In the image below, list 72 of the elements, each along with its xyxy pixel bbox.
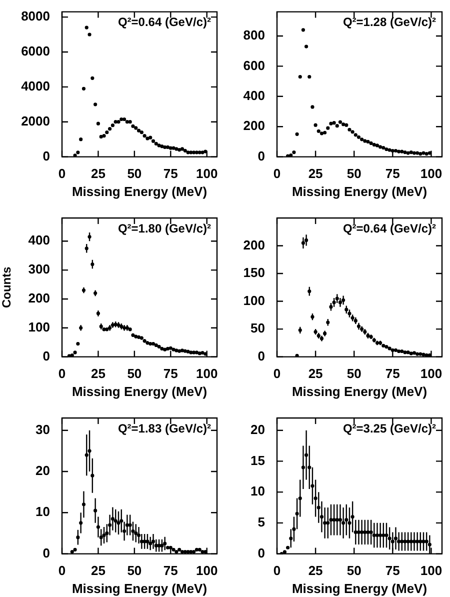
x-axis-title: Missing Energy (MeV) (72, 184, 208, 199)
x-tick-label: 75 (163, 563, 178, 578)
x-tick-label: 25 (90, 563, 106, 578)
x-tick-label: 100 (420, 366, 442, 382)
x-tick-label: 75 (385, 166, 400, 182)
y-tick-label: 20 (250, 422, 265, 437)
y-tick-label: 600 (243, 58, 265, 73)
x-tick-label: 0 (273, 366, 281, 382)
y-tick-label: 0 (42, 148, 50, 164)
x-tick-label: 75 (385, 366, 400, 382)
x-axis-title: Missing Energy (MeV) (72, 580, 208, 596)
y-axis-title: Counts (0, 266, 14, 308)
y-tick-label: 0 (42, 348, 50, 364)
x-tick-label: 100 (420, 166, 442, 182)
y-tick-label: 150 (243, 265, 265, 280)
x-tick-label: 25 (90, 166, 106, 182)
y-tick-label: 10 (250, 484, 265, 499)
y-tick-label: 0 (258, 348, 265, 364)
y-tick-label: 0 (258, 545, 265, 560)
y-tick-label: 8000 (21, 8, 50, 24)
y-tick-label: 0 (258, 148, 265, 164)
annotation: Q²=3.25 (GeV/c)² (342, 421, 436, 436)
x-tick-label: 0 (273, 166, 281, 182)
x-tick-label: 50 (127, 366, 142, 382)
y-tick-label: 200 (28, 290, 50, 306)
y-tick-label: 100 (243, 292, 265, 308)
x-tick-label: 50 (346, 166, 362, 182)
x-axis-title: Missing Energy (MeV) (72, 384, 208, 399)
x-tick-label: 75 (163, 166, 178, 182)
x-tick-label: 25 (90, 366, 106, 382)
x-tick-label: 100 (420, 563, 442, 578)
x-tick-label: 100 (196, 366, 218, 382)
x-tick-label: 75 (163, 366, 178, 382)
y-tick-label: 300 (28, 262, 50, 277)
y-tick-label: 6000 (21, 44, 50, 59)
annotation: Q²=1.83 (GeV/c)² (118, 421, 211, 436)
x-tick-label: 50 (346, 563, 362, 578)
annotation: Q²=0.64 (GeV/c)² (342, 221, 436, 236)
y-tick-label: 4000 (21, 78, 50, 94)
y-tick-label: 100 (28, 319, 50, 334)
x-tick-label: 0 (58, 366, 66, 382)
x-axis-title: Missing Energy (MeV) (292, 384, 428, 399)
y-tick-label: 20 (36, 463, 50, 478)
y-tick-label: 200 (243, 237, 265, 252)
annotation: Q²=1.28 (GeV/c)² (342, 15, 436, 30)
x-tick-label: 25 (308, 166, 323, 182)
x-axis-title: Missing Energy (MeV) (292, 580, 428, 596)
x-tick-label: 50 (127, 166, 142, 182)
x-tick-label: 25 (308, 366, 323, 382)
y-tick-label: 30 (36, 422, 50, 437)
y-tick-label: 50 (250, 320, 265, 336)
y-tick-label: 2000 (21, 113, 50, 128)
x-tick-label: 0 (273, 563, 281, 578)
x-tick-label: 0 (58, 563, 66, 578)
y-tick-label: 800 (243, 28, 265, 43)
annotation: Q²=0.64 (GeV/c)² (118, 15, 211, 30)
y-tick-label: 200 (243, 118, 265, 134)
y-tick-label: 10 (36, 504, 50, 520)
x-tick-label: 25 (308, 563, 323, 578)
annotation: Q²=1.80 (GeV/c)² (118, 221, 211, 236)
x-axis-title: Missing Energy (MeV) (292, 184, 428, 199)
y-tick-label: 15 (250, 452, 265, 468)
x-tick-label: 50 (346, 366, 362, 382)
x-tick-label: 100 (196, 166, 218, 182)
x-tick-label: 0 (58, 166, 66, 182)
x-tick-label: 50 (127, 563, 142, 578)
y-tick-label: 0 (42, 545, 50, 560)
x-tick-label: 100 (196, 563, 218, 578)
y-tick-label: 400 (243, 88, 265, 103)
x-tick-label: 75 (385, 563, 400, 578)
y-tick-label: 5 (258, 514, 265, 530)
y-tick-label: 400 (28, 232, 50, 248)
